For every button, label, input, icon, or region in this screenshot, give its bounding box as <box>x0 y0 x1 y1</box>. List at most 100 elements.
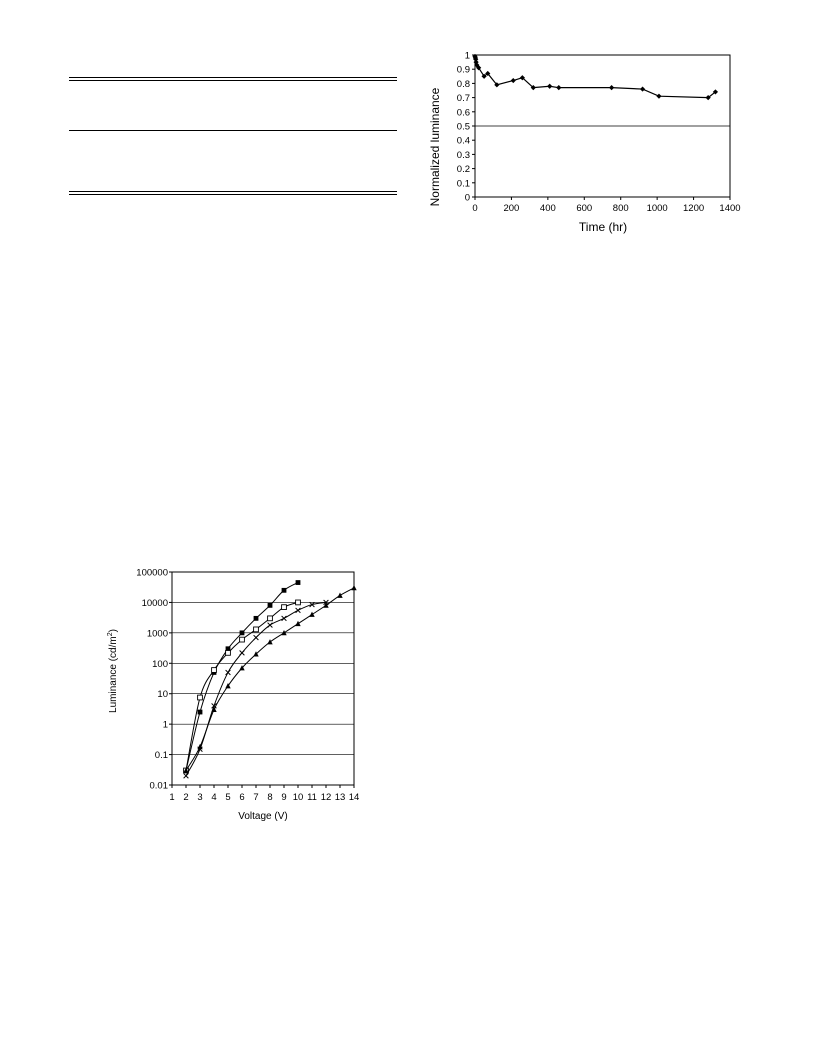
chart1-y-tick-label: 0.5 <box>457 122 470 133</box>
chart2-data-point <box>253 634 259 641</box>
chart2-data-point <box>281 629 287 636</box>
chart1-data-point <box>473 56 479 62</box>
chart2-data-point <box>225 646 231 652</box>
chart2-x-tick-label: 11 <box>307 792 317 803</box>
chart2-x-tick-label: 12 <box>321 792 332 803</box>
chart1-x-axis-label: Time (hr) <box>579 220 627 234</box>
chart1-y-tick-label: 0.3 <box>457 150 470 161</box>
chart2-x-tick-label: 1 <box>169 792 174 803</box>
table-bottom-rule-1 <box>69 191 397 192</box>
chart2-y-tick-label: 0.01 <box>150 781 169 792</box>
chart2-x-ticks: 1 2 3 4 5 6 7 8 9 10 11 12 13 14 <box>169 785 359 803</box>
chart1-data-point <box>639 86 646 92</box>
chart2-data-point <box>239 665 245 671</box>
chart2-data-point <box>295 580 301 585</box>
chart1-series <box>472 53 719 101</box>
chart2-x-tick-label: 9 <box>281 792 286 803</box>
chart2-x-tick-label: 4 <box>211 792 216 803</box>
chart2-x-tick-label: 10 <box>293 792 304 803</box>
chart2-data-point <box>239 650 245 656</box>
chart1-data-point <box>656 93 662 99</box>
chart1-x-tick-label: 1400 <box>719 203 740 214</box>
chart2-y-axis-label-superscript: 2 <box>107 632 114 636</box>
table-top-rule-2 <box>69 80 397 81</box>
chart2-data-point <box>225 650 231 656</box>
chart2-y-tick-label: 10000 <box>142 598 168 609</box>
chart2-data-point <box>267 615 273 622</box>
chart2-data-point <box>239 636 245 643</box>
chart2-y-axis-label: Luminance (cd/m2) <box>107 629 119 713</box>
chart1-y-axis-label: Normalized luminance <box>428 87 442 206</box>
chart2-data-point <box>281 587 287 593</box>
chart2-data-point <box>253 651 259 657</box>
table-top-rule-1 <box>69 77 397 78</box>
chart1-x-ticks: 0 200 400 600 800 1000 1200 1400 <box>472 197 741 214</box>
chart2-y-ticks: 0.01 0.1 1 10 100 1000 10000 100000 <box>136 568 172 792</box>
chart2-data-point <box>309 601 315 608</box>
chart2-x-tick-label: 2 <box>183 792 188 803</box>
chart1-y-tick-label: 0.8 <box>457 79 470 90</box>
chart2-x-tick-label: 5 <box>225 792 230 803</box>
chart2-data-point <box>183 773 189 779</box>
chart2-data-point <box>225 669 231 676</box>
chart1-data-point <box>712 89 719 95</box>
chart2-y-tick-label: 0.1 <box>155 750 168 761</box>
chart2-y-tick-label: 10 <box>157 689 168 700</box>
chart2-data-point <box>281 615 287 622</box>
chart1-y-tick-label: 0.7 <box>457 93 470 104</box>
chart2-data-point <box>267 602 273 608</box>
chart1-x-tick-label: 600 <box>576 203 592 214</box>
chart2-data-point <box>225 683 231 689</box>
chart1-y-tick-label: 0 <box>465 193 470 204</box>
chart1-data-point <box>609 85 615 91</box>
chart2-data-point <box>267 639 273 645</box>
chart2-x-tick-label: 13 <box>335 792 346 803</box>
chart2-data-point <box>323 602 329 608</box>
chart1-x-tick-label: 800 <box>613 203 629 214</box>
chart1-axes <box>474 54 731 198</box>
chart2-x-tick-label: 7 <box>253 792 258 803</box>
chart2-y-tick-label: 100000 <box>136 568 168 579</box>
chart2-x-tick-label: 8 <box>267 792 272 803</box>
chart2-y-axis-label-suffix: ) <box>108 629 119 632</box>
chart1-x-tick-label: 1000 <box>647 203 668 214</box>
chart1-y-tick-label: 0.1 <box>457 178 470 189</box>
chart2-data-point <box>281 604 287 610</box>
chart1-x-tick-label: 400 <box>540 203 556 214</box>
chart2-data-point <box>253 626 259 633</box>
chart2-data-point <box>197 694 203 701</box>
chart2-data-point <box>351 585 357 591</box>
chart2-axes <box>171 571 355 786</box>
chart2-data-point <box>183 767 189 773</box>
chart1-y-ticks: 0 0.1 0.2 0.3 0.4 0.5 0.6 0.7 0.8 0.9 1 <box>457 51 475 204</box>
chart2-y-tick-label: 1000 <box>147 628 168 639</box>
luminance-voltage-chart: 0.01 0.1 1 10 100 1000 10000 100000 1 2 3 4 5 6 7 8 9 10… <box>107 568 359 823</box>
chart1-series-line <box>474 56 716 99</box>
chart2-data-point <box>211 667 217 673</box>
chart2-data-point <box>197 743 203 750</box>
chart2-y-axis-label-main: Luminance (cd/m <box>108 636 119 713</box>
chart2-data-point <box>239 630 245 636</box>
table-bottom-rule-2 <box>69 194 397 195</box>
chart1-data-point <box>556 85 562 91</box>
luminance-decay-chart: 0 0.1 0.2 0.3 0.4 0.5 0.6 0.7 0.8 0.9 1 0 200 400 600… <box>428 51 741 235</box>
chart1-data-point <box>485 70 491 77</box>
chart1-y-tick-label: 0.4 <box>457 136 470 147</box>
chart2-x-axis-label: Voltage (V) <box>238 811 287 822</box>
chart1-data-point <box>530 85 536 91</box>
chart2-data-point <box>253 615 259 621</box>
chart2-data-point <box>295 599 301 606</box>
chart1-data-point <box>510 77 516 84</box>
chart1-x-tick-label: 1200 <box>683 203 704 214</box>
chart2-data-point <box>211 706 217 713</box>
chart1-y-tick-label: 0.2 <box>457 164 470 175</box>
chart2-x-tick-label: 6 <box>239 792 244 803</box>
chart1-data-point <box>547 83 553 89</box>
chart2-data-point <box>295 620 301 627</box>
chart2-series-line <box>185 601 299 771</box>
chart2-x-tick-label: 3 <box>197 792 202 803</box>
chart2-y-tick-label: 100 <box>152 659 168 670</box>
chart1-x-tick-label: 0 <box>472 203 477 214</box>
chart1-y-tick-label: 0.6 <box>457 107 470 118</box>
chart2-data-point <box>295 607 301 614</box>
